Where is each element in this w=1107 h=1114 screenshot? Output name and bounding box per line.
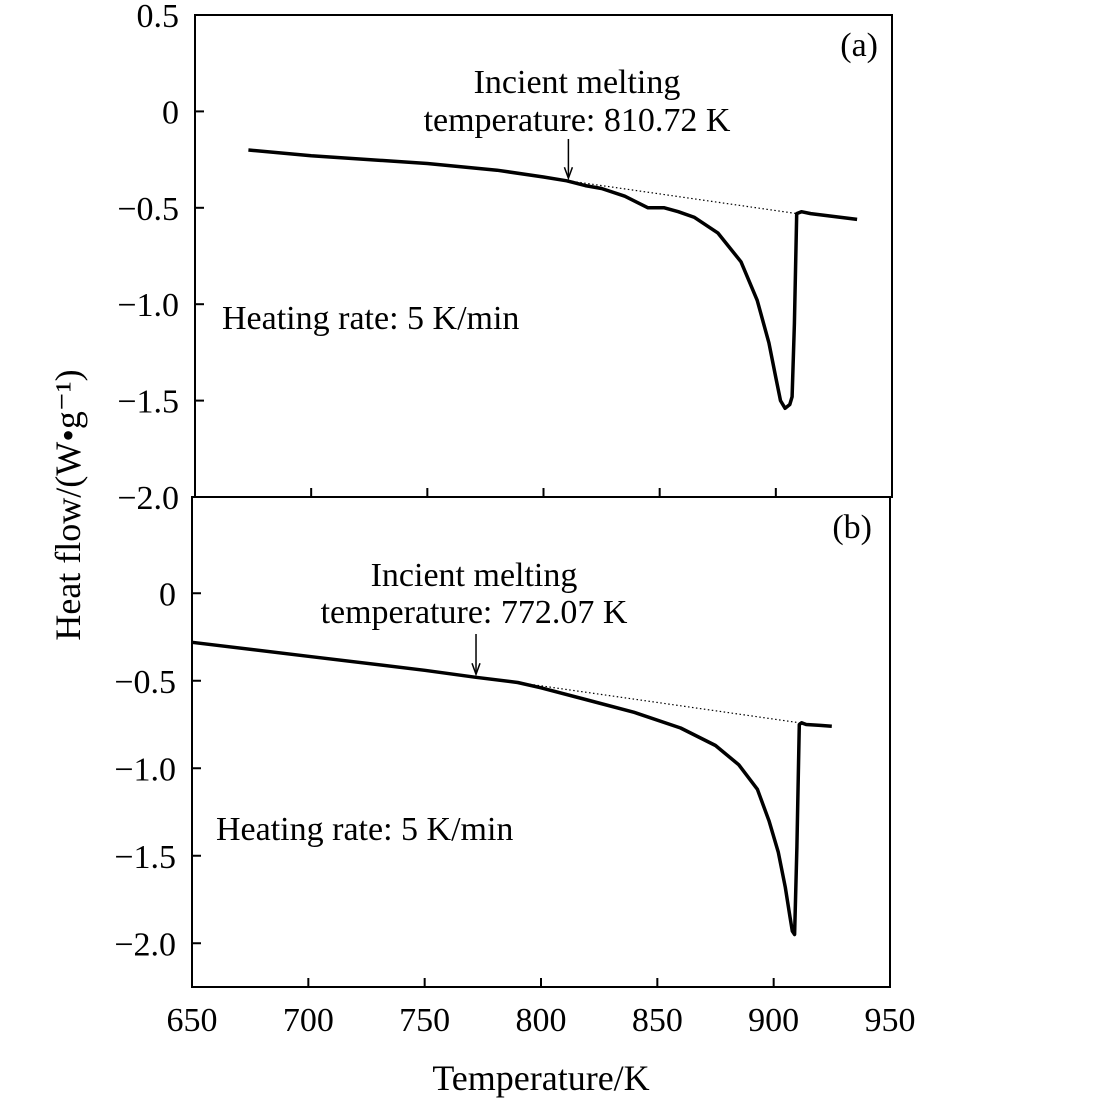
panel-a-arrow-head — [563, 166, 574, 181]
panel-a-label: (a) — [840, 27, 878, 64]
panel-a-y-tick-label: 0 — [162, 94, 179, 131]
x-axis-title: Temperature/K — [432, 1058, 649, 1098]
panel-a-annotation-line2: temperature: 810.72 K — [424, 102, 731, 139]
panel-a-rate-label: Heating rate: 5 K/min — [222, 300, 519, 337]
panel-a-y-tick-label: −0.5 — [117, 191, 179, 228]
panel-b-annotation-line2: temperature: 772.07 K — [321, 594, 628, 631]
x-tick-label: 850 — [632, 1002, 683, 1039]
panel-b-label: (b) — [832, 509, 872, 546]
panel-b-annotation-line1: Incient melting — [371, 557, 578, 594]
panel-b-heat-flow-curve — [191, 640, 832, 937]
panel-b-y-tick-label: −0.5 — [114, 664, 176, 701]
x-tick-label: 750 — [399, 1002, 450, 1039]
panel-b-y-tick-label: −1.5 — [114, 839, 176, 876]
panel-a-y-tick-label: −1.0 — [117, 287, 179, 324]
x-tick-label: 800 — [516, 1002, 567, 1039]
panel-a-y-tick-label: −1.5 — [117, 384, 179, 421]
panel-a-y-tick-label: −2.0 — [117, 480, 179, 517]
panel-b-baseline — [517, 681, 800, 724]
x-tick-label: 700 — [283, 1002, 334, 1039]
panel-a-annotation-line1: Incient melting — [474, 64, 681, 101]
panel-a-heat-flow-curve — [248, 148, 858, 411]
x-tick-label: 650 — [167, 1002, 218, 1039]
y-axis-title: Heat flow/(W•g⁻¹) — [48, 369, 88, 640]
panel-b-y-tick-label: −1.0 — [114, 751, 176, 788]
panel-a-y-tick-label: 0.5 — [137, 0, 180, 35]
panel-a-baseline — [568, 180, 797, 215]
x-tick-label: 900 — [748, 1002, 799, 1039]
panel-b-arrow-head — [471, 663, 481, 677]
panel-b-y-tick-label: −2.0 — [114, 926, 176, 963]
panel-b-rate-label: Heating rate: 5 K/min — [216, 811, 513, 848]
x-tick-label: 950 — [865, 1002, 916, 1039]
panel-b-y-tick-label: 0 — [159, 576, 176, 613]
